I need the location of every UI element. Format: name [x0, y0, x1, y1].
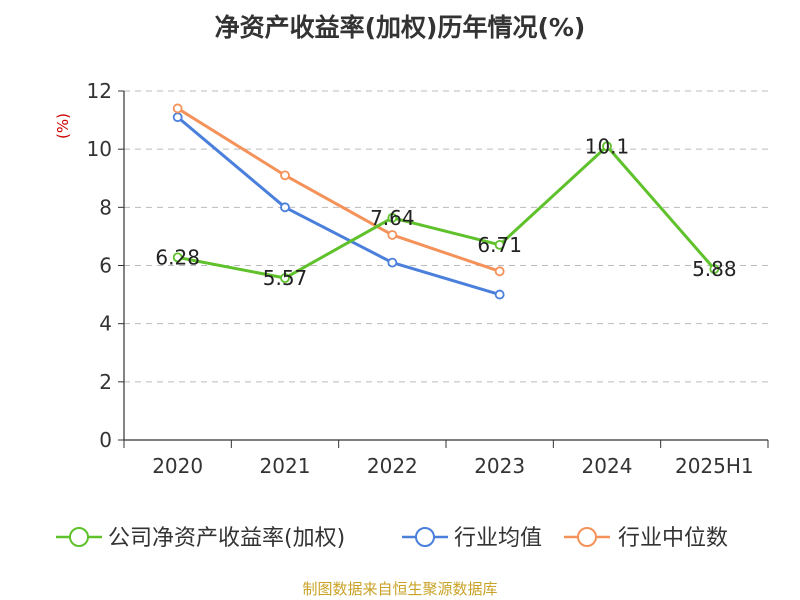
data-label: 5.88: [692, 257, 737, 281]
legend-item[interactable]: 行业中位数: [564, 526, 728, 551]
y-tick-label: 4: [99, 312, 112, 336]
data-point: [172, 252, 183, 263]
chart-title: 净资产收益率(加权)历年情况(%): [214, 13, 586, 42]
x-tick-label: 2022: [367, 454, 418, 478]
data-point: [172, 103, 183, 114]
y-tick-label: 6: [99, 254, 112, 278]
legend-swatch-marker: [577, 527, 597, 547]
axes: [118, 90, 769, 448]
y-tick-label: 12: [87, 79, 112, 103]
data-point: [709, 264, 720, 274]
data-label: 10.1: [585, 134, 630, 158]
data-point: [280, 202, 290, 213]
legend-item[interactable]: 公司净资产收益率(加权): [56, 526, 345, 551]
x-tick-label: 2024: [582, 454, 633, 478]
data-point: [387, 257, 398, 268]
data-label: 6.28: [155, 245, 200, 269]
x-tick-label: 2020: [152, 454, 203, 478]
series-line: [176, 116, 501, 297]
y-tick-labels: 0 2 4 6 8 10 12: [87, 79, 112, 452]
legend-label: 行业均值: [454, 526, 542, 551]
y-tick-label: 2: [99, 370, 112, 394]
data-point: [280, 170, 290, 181]
x-tick-label: 2023: [474, 454, 525, 478]
data-label: 7.64: [370, 206, 415, 230]
data-label: 6.71: [477, 233, 522, 257]
data-point: [494, 289, 505, 300]
data-point: [387, 212, 398, 223]
data-labels: 6.28 5.57 7.64 6.71 10.1 5.88: [155, 134, 736, 290]
y-tick-label: 10: [87, 137, 112, 161]
data-point: [387, 230, 398, 240]
legend-label: 公司净资产收益率(加权): [108, 526, 345, 551]
series-line: [177, 144, 716, 280]
data-point: [602, 141, 612, 152]
data-label: 5.57: [263, 266, 308, 290]
y-tick-label: 0: [99, 428, 112, 452]
data-point: [494, 239, 505, 250]
series-group: [172, 103, 720, 300]
data-point: [280, 273, 290, 283]
x-tick-label: 2021: [260, 454, 311, 478]
series-line: [176, 107, 501, 273]
legend-label: 行业中位数: [618, 526, 728, 551]
y-tick-label: 8: [99, 195, 112, 219]
data-point: [172, 112, 183, 123]
y-axis-label: (%): [54, 113, 72, 139]
legend-swatch-marker: [415, 527, 435, 547]
legend[interactable]: 公司净资产收益率(加权) 行业均值 行业中位数: [56, 526, 728, 551]
legend-item[interactable]: 行业均值: [402, 526, 542, 551]
grid-lines: [124, 90, 768, 383]
x-tick-labels: 2020 2021 2022 2023 2024 2025H1: [152, 454, 753, 478]
legend-swatch-marker: [69, 527, 89, 547]
data-point: [494, 266, 505, 277]
x-tick-label: 2025H1: [675, 454, 754, 478]
source-note: 制图数据来自恒生聚源数据库: [302, 580, 498, 598]
